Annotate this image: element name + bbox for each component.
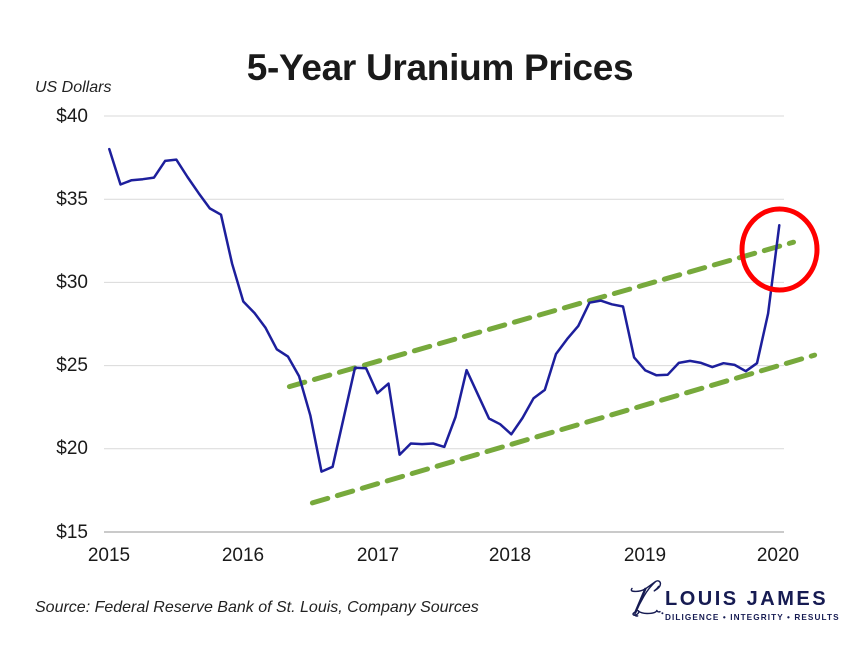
svg-text:2020: 2020 [757, 545, 799, 566]
svg-text:$35: $35 [56, 189, 88, 210]
svg-text:2015: 2015 [88, 545, 130, 566]
svg-text:$15: $15 [56, 522, 88, 543]
svg-text:2019: 2019 [624, 545, 666, 566]
svg-text:2016: 2016 [222, 545, 264, 566]
svg-text:DILIGENCE • INTEGRITY • RESULT: DILIGENCE • INTEGRITY • RESULTS [665, 613, 840, 622]
svg-text:2018: 2018 [489, 545, 531, 566]
svg-text:$40: $40 [56, 106, 88, 127]
svg-text:$30: $30 [56, 272, 88, 293]
svg-text:LOUIS JAMES: LOUIS JAMES [665, 588, 828, 610]
svg-text:$20: $20 [56, 438, 88, 459]
svg-text:2017: 2017 [357, 545, 399, 566]
svg-text:$25: $25 [56, 355, 88, 376]
